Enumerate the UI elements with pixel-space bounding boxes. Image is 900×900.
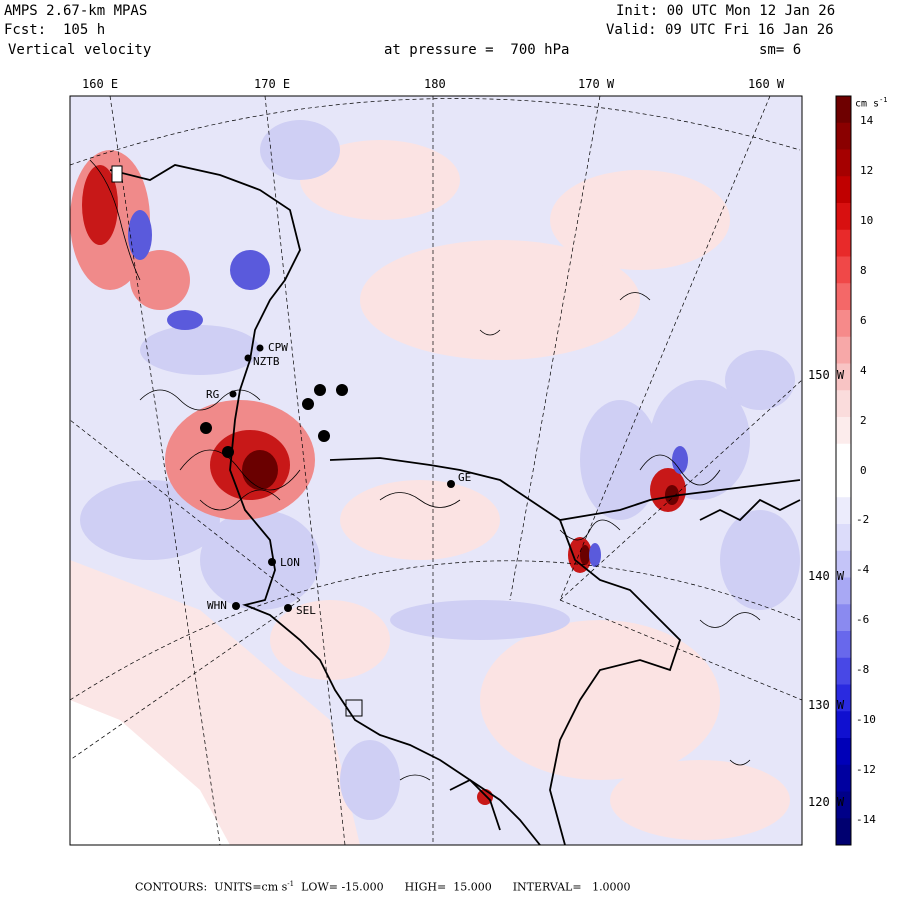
- station-label-ge: GE: [458, 471, 472, 484]
- colorbar-segment: [836, 738, 851, 766]
- colorbar-segment: [836, 684, 851, 712]
- colorbar-tick-label: 0: [860, 463, 867, 477]
- colorbar-tick-label: 4: [860, 363, 867, 377]
- graticule: [70, 96, 802, 845]
- colorbar-segment: [836, 122, 851, 150]
- colorbar-segment: [836, 229, 851, 257]
- colorbar-segment: [836, 336, 851, 364]
- lon-label-170w: 170 W: [578, 77, 615, 91]
- lat-label-140w: 140 W: [808, 569, 845, 583]
- station-markers: [200, 344, 455, 612]
- model-title: AMPS 2.67-km MPAS: [4, 3, 148, 19]
- box-marker-north: [111, 165, 123, 183]
- strong-negative-areas: [128, 210, 688, 567]
- station-label-cpw: CPW: [268, 341, 288, 354]
- station-label-nztb: NZTB: [253, 355, 280, 368]
- colorbar-segment: [836, 604, 851, 632]
- colorbar-tick-label: -14: [856, 813, 876, 827]
- colorbar-segment: [836, 657, 851, 685]
- lat-label-130w: 130 W: [808, 698, 845, 712]
- pressure-level: at pressure = 700 hPa: [384, 42, 570, 58]
- colorbar-segment: [836, 524, 851, 552]
- colorbar-tick-label: 10: [860, 213, 874, 227]
- colorbar-segment: [836, 203, 851, 231]
- colorbar-segment: [836, 256, 851, 284]
- colorbar-segment: [836, 176, 851, 204]
- colorbar-tick-label: -4: [856, 563, 870, 577]
- colorbar-segment: [836, 577, 851, 605]
- station-label-rg: RG: [206, 388, 220, 401]
- colorbar-tick-label: 14: [860, 113, 874, 127]
- colorbar-tick-label: -12: [856, 763, 876, 777]
- coastline: [109, 164, 801, 845]
- init-time: Init: 00 UTC Mon 12 Jan 26: [616, 3, 836, 19]
- field-name: Vertical velocity: [8, 42, 152, 58]
- colorbar-tick-label: -10: [856, 713, 876, 727]
- lat-label-120w: 120 W: [808, 795, 845, 809]
- colorbar-units: cm s-1: [855, 96, 888, 110]
- lon-label-160e: 160 E: [82, 77, 119, 91]
- colorbar-segment: [836, 390, 851, 418]
- colorbar-segment: [836, 470, 851, 498]
- contour-lines: [89, 159, 761, 781]
- map-frame: [69, 95, 803, 846]
- smoothing-value: sm= 6: [759, 42, 802, 58]
- footer-contours: CONTOURS:: [135, 880, 208, 894]
- colorbar-segment: [836, 417, 851, 445]
- positive-patches: [270, 140, 790, 840]
- colorbar-tick-label: 8: [860, 263, 867, 277]
- lon-label-180: 180: [424, 77, 446, 91]
- lat-label-150w: 150 W: [808, 368, 845, 382]
- peak-positive-cores: [242, 450, 679, 565]
- footer-low: LOW= -15.000: [301, 880, 384, 894]
- nodata-region: [70, 700, 230, 845]
- footer-interval: INTERVAL= 1.0000: [512, 880, 631, 894]
- forecast-hour: Fcst: 105 h: [4, 22, 106, 38]
- colorbar-segment: [836, 310, 851, 338]
- colorbar: [836, 96, 851, 846]
- colorbar-tick-label: 6: [860, 313, 867, 327]
- colorbar-segment: [836, 818, 851, 846]
- colorbar-segment: [836, 283, 851, 311]
- lon-label-160w: 160 W: [748, 77, 785, 91]
- colorbar-tick-label: 2: [860, 413, 867, 427]
- colorbar-segment: [836, 711, 851, 739]
- valid-time: Valid: 09 UTC Fri 16 Jan 26: [606, 22, 834, 38]
- station-label-lon: LON: [280, 556, 300, 569]
- colorbar-segment: [836, 363, 851, 391]
- colorbar-segment: [836, 497, 851, 525]
- colorbar-segment: [836, 764, 851, 792]
- station-label-sel: SEL: [296, 604, 316, 617]
- colorbar-tick-label: 12: [860, 163, 874, 177]
- colorbar-segment: [836, 550, 851, 578]
- lon-label-170e: 170 E: [254, 77, 291, 91]
- colorbar-tick-label: -2: [856, 513, 870, 527]
- station-label-whn: WHN: [207, 599, 227, 612]
- colorbar-segment: [836, 149, 851, 177]
- box-marker-south: [345, 699, 363, 717]
- colorbar-tick-label: -8: [856, 663, 870, 677]
- contour-footer: CONTOURS: UNITS=cm s-1 LOW= -15.000 HIGH…: [135, 880, 631, 894]
- colorbar-segment: [836, 791, 851, 819]
- footer-units: UNITS=cm s: [214, 880, 288, 894]
- colorbar-segment: [836, 631, 851, 659]
- colorbar-segment: [836, 443, 851, 471]
- colorbar-tick-label: -6: [856, 613, 870, 627]
- colorbar-segment: [836, 96, 851, 124]
- footer-units-exp: -1: [287, 880, 295, 888]
- footer-high: HIGH= 15.000: [404, 880, 492, 894]
- colorbar-frame: [835, 95, 852, 846]
